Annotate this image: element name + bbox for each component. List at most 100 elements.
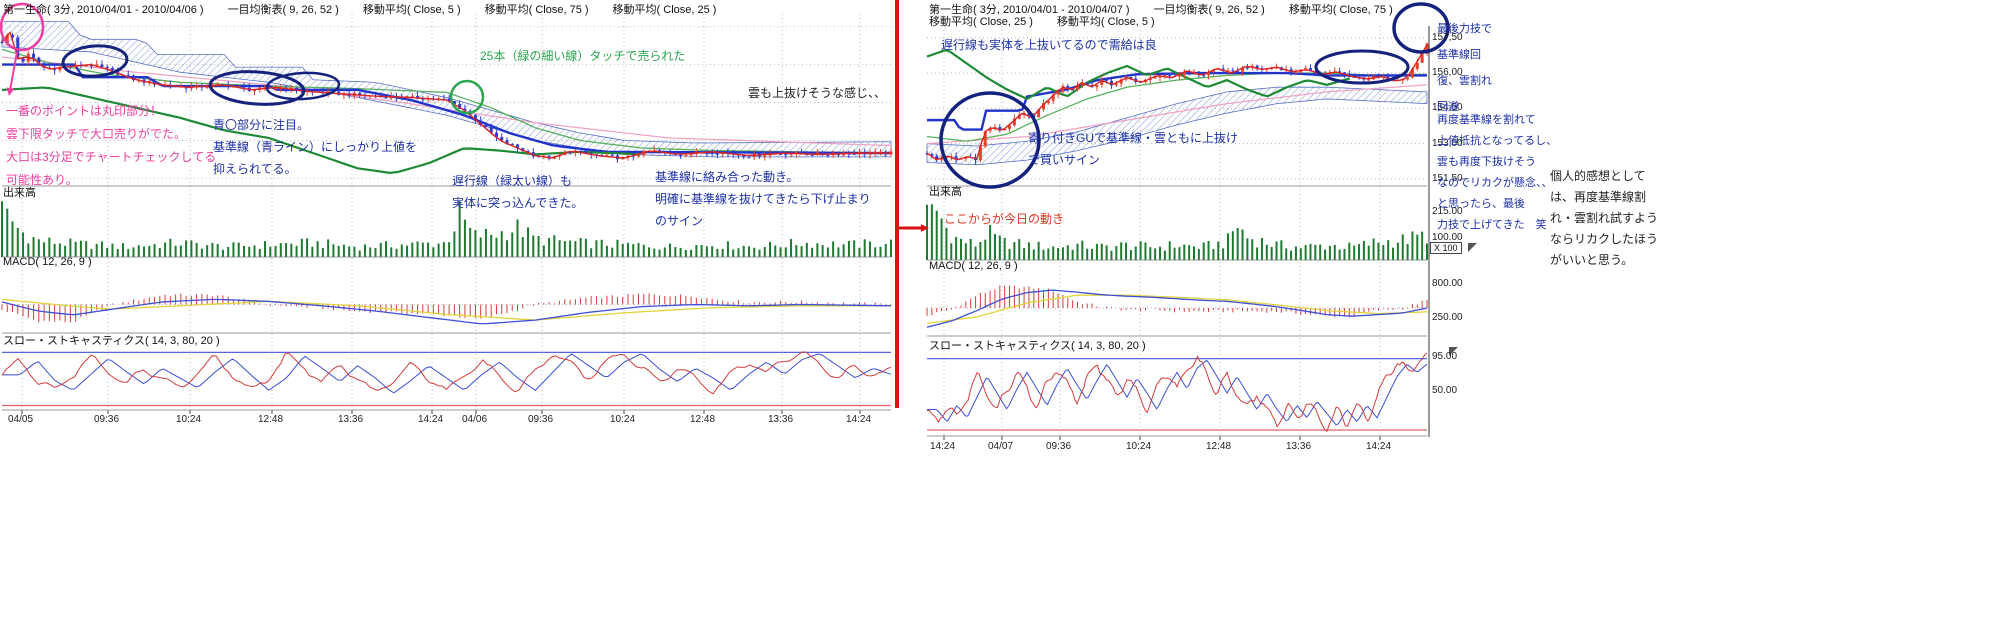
price-tick-label: 95.00 (1432, 350, 1458, 362)
note-kijun-tangle-line: 明確に基準線を抜けてきたら下げ止まり (655, 192, 871, 206)
time-tick-label: 13:36 (338, 414, 364, 425)
price-tick-label: 157,50 (1432, 31, 1463, 43)
highlight-navy-kijun-cap-3 (265, 71, 341, 101)
note-rikaku-worry-line: と思ったら、最後 (1437, 198, 1525, 210)
header-item: 移動平均( Close, 25 ) (929, 16, 1033, 28)
note-personal-opinion-line: は、再度基準線割 (1550, 190, 1647, 204)
note-personal-opinion-line: ならリカクしたほう (1550, 232, 1659, 246)
price-tick-label: 800.00 (1432, 277, 1463, 289)
note-lagging-good-line: 遅行線も実体を上抜いてるので需給は良 (941, 38, 1157, 52)
note-personal-opinion-line: 個人的感想として (1550, 169, 1646, 183)
highlight-navy-gap-up (939, 91, 1041, 189)
header-item: 第一生命( 3分, 2010/04/01 - 2010/04/07 ) (929, 4, 1130, 16)
right-macd-label: MACD( 12, 26, 9 ) (929, 260, 1018, 272)
note-rikaku-worry-line: なのでリカクが懸念、、 (1437, 177, 1553, 189)
resize-handle-icon[interactable] (1468, 243, 1477, 252)
price-tick-label: 100.00 (1432, 232, 1463, 244)
price-tick-label: 153,00 (1432, 137, 1463, 149)
time-tick-label: 12:48 (258, 414, 284, 425)
price-tick-label: 151,50 (1432, 172, 1463, 184)
note-key-point-line: 大口は3分足でチャートチェックしてる (6, 150, 217, 164)
time-tick-label: 04/06 (462, 414, 488, 425)
time-tick-label: 14:24 (1366, 441, 1392, 452)
right-chart-header-line2: 移動平均( Close, 25 ) 移動平均( Close, 5 ) (929, 13, 1179, 29)
note-cloud-breakout: 雲も上抜けそうな感じ、、 (748, 84, 886, 102)
note-final-push-line: 基準線回 (1437, 49, 1481, 61)
time-tick-label: 14:24 (846, 414, 872, 425)
price-tick-label: 215.00 (1432, 206, 1463, 218)
note-key-point-line: 雲下限タッチで大口売りがでた。 (6, 127, 187, 141)
highlight-pink-circle (0, 2, 45, 52)
time-tick-label: 04/07 (988, 441, 1014, 452)
note-rikaku-worry-line: 力技で上げてきた 笑 (1437, 219, 1547, 231)
header-item: 移動平均( Close, 75 ) (484, 4, 589, 16)
red-arrow-head (920, 224, 929, 232)
time-tick-label: 10:24 (1126, 441, 1152, 452)
note-final-push-line: 回避 (1437, 101, 1459, 113)
left-stoch-label: スロー・ストキャスティクス( 14, 3, 80, 20 ) (3, 335, 220, 347)
note-gap-up-buy-line: 寄り付きGUで基準線・雲ともに上抜け (1028, 131, 1239, 145)
note-kijun-resistance-line: 青〇部分に注目。 (213, 118, 310, 132)
note-key-point: 一番のポイントは丸印部分！ 雲下限タッチで大口売りがでた。大口は3分足でチャートチ… (6, 100, 216, 192)
time-tick-label: 09:36 (1046, 441, 1072, 452)
time-tick-label: 12:48 (1206, 441, 1232, 452)
header-item: 第一生命( 3分, 2010/04/01 - 2010/04/06 ) (3, 4, 204, 16)
note-cloud-breakout-line: 雲も上抜けそうな感じ、、 (748, 86, 887, 100)
note-gap-up-buy-line: で買いサイン (1028, 153, 1101, 167)
highlight-navy-plateau (1314, 49, 1410, 85)
note-lagging-good: 遅行線も実体を上抜いてるので需給は良 (941, 36, 1157, 54)
price-tick-label: 156,00 (1432, 67, 1463, 79)
note-kijun-tangle-line: のサイン (655, 214, 704, 228)
note-rikaku-worry: 再度基準線を割れて上値抵抗となってるし、 雲も再度下抜けそうなのでリカクが懸念、、… (1437, 110, 1557, 236)
time-tick-label: 12:48 (690, 414, 716, 425)
highlight-navy-kijun-cap-2 (208, 70, 306, 106)
note-rikaku-worry-line: 上値抵抗となってるし、 (1437, 135, 1558, 147)
right-stoch-label: スロー・ストキャスティクス( 14, 3, 80, 20 ) (929, 340, 1146, 352)
pink-arrow (8, 51, 18, 93)
header-item: 移動平均( Close, 75 ) (1288, 4, 1393, 16)
left-volume-label: 出来高 (3, 187, 36, 199)
note-gap-up-buy: 寄り付きGUで基準線・雲ともに上抜け で買いサイン (1028, 127, 1238, 171)
note-rikaku-worry-line: 再度基準線を割れて (1437, 114, 1536, 126)
highlight-green-ma25-touch (449, 79, 485, 115)
highlight-navy-kijun-cap-1 (61, 44, 129, 78)
right-volume-label: 出来高 (929, 186, 962, 198)
time-tick-label: 09:36 (94, 414, 120, 425)
note-final-push: 最後力技で基準線回復、雲割れ回避 (1437, 16, 1492, 120)
note-rikaku-worry-line: 雲も再度下抜けそう (1437, 156, 1536, 168)
note-ma25-touch: 25本（緑の細い線）タッチで売られた (480, 46, 685, 66)
header-item: 移動平均( Close, 5 ) (362, 4, 461, 16)
time-tick-label: 10:24 (176, 414, 202, 425)
note-today-start-line: ここからが今日の動き (944, 212, 1065, 226)
header-item: 移動平均( Close, 5 ) (1056, 16, 1155, 28)
annotation-shapes (0, 0, 1477, 408)
note-personal-opinion-line: がいいと思う。 (1550, 253, 1634, 267)
note-lagging-thrust-line: 遅行線（緑太い線）も (452, 174, 573, 188)
price-tick-label: 250.00 (1432, 312, 1463, 324)
note-key-point-line: 一番のポイントは丸印部分！ (6, 104, 163, 118)
note-kijun-resistance: 青〇部分に注目。 基準線（青ライン）にしっかり上値を 抑えられてる。 (213, 114, 417, 180)
highlight-navy-final-push (1392, 2, 1450, 54)
note-personal-opinion-line: れ・雲割れ試すよう (1550, 211, 1659, 225)
header-item: 一目均衡表( 9, 26, 52 ) (1153, 4, 1265, 16)
price-tick-label: 154,50 (1432, 102, 1463, 114)
note-final-push-line: 復、雲割れ (1437, 75, 1492, 87)
note-final-push-line: 最後力技で (1437, 23, 1492, 35)
time-tick-label: 14:24 (930, 441, 956, 452)
note-personal-opinion: 個人的感想として は、再度基準線割 れ・雲割れ試すよう ならリカクしたほう がいいと思う… (1550, 166, 1658, 271)
time-tick-label: 04/05 (8, 414, 34, 425)
note-ma25-touch-line: 25本（緑の細い線）タッチで売られた (480, 49, 686, 63)
right-chart[interactable] (925, 26, 1430, 440)
volume-multiplier-badge: X 100 (1430, 242, 1462, 254)
note-kijun-tangle: 基準線に絡み合った動き。明確に基準線を抜けてきたら下げ止まり のサイン (655, 166, 871, 232)
header-item: 移動平均( Close, 25 ) (612, 4, 717, 16)
time-tick-label: 13:36 (1286, 441, 1312, 452)
note-lagging-thrust: 遅行線（緑太い線）も 実体に突っ込んできた。 (452, 170, 583, 214)
note-kijun-tangle-line: 基準線に絡み合った動き。 (655, 170, 799, 184)
note-today-start: ここからが今日の動き (944, 210, 1064, 228)
note-key-point-line: 可能性あり。 (6, 173, 78, 187)
time-tick-label: 10:24 (610, 414, 636, 425)
resize-handle-icon[interactable] (1449, 347, 1458, 356)
